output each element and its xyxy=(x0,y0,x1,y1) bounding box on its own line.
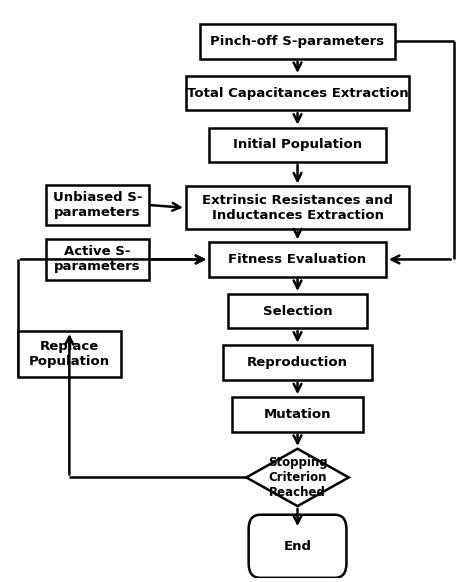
Text: Total Capacitances Extraction: Total Capacitances Extraction xyxy=(187,87,408,100)
Text: Fitness Evaluation: Fitness Evaluation xyxy=(228,253,366,266)
Text: Replace
Population: Replace Population xyxy=(29,340,110,368)
FancyBboxPatch shape xyxy=(228,294,367,328)
Text: Mutation: Mutation xyxy=(264,408,331,421)
Text: Reproduction: Reproduction xyxy=(247,356,348,369)
Text: Selection: Selection xyxy=(263,304,332,318)
Text: Stopping
Criterion
Reached: Stopping Criterion Reached xyxy=(268,456,328,499)
Polygon shape xyxy=(246,449,349,506)
FancyBboxPatch shape xyxy=(209,242,386,276)
Text: Unbiased S-
parameters: Unbiased S- parameters xyxy=(53,191,142,219)
FancyBboxPatch shape xyxy=(223,346,372,380)
FancyBboxPatch shape xyxy=(209,127,386,162)
Text: Pinch-off S-parameters: Pinch-off S-parameters xyxy=(210,35,384,48)
FancyBboxPatch shape xyxy=(249,514,346,578)
FancyBboxPatch shape xyxy=(186,186,409,229)
FancyBboxPatch shape xyxy=(46,185,148,225)
FancyBboxPatch shape xyxy=(232,397,363,431)
Text: Active S-
parameters: Active S- parameters xyxy=(54,246,141,274)
FancyBboxPatch shape xyxy=(200,24,395,59)
FancyBboxPatch shape xyxy=(186,76,409,111)
FancyBboxPatch shape xyxy=(46,239,148,279)
FancyBboxPatch shape xyxy=(18,331,120,377)
Text: Initial Population: Initial Population xyxy=(233,138,362,151)
Text: End: End xyxy=(283,540,311,553)
Text: Extrinsic Resistances and
Inductances Extraction: Extrinsic Resistances and Inductances Ex… xyxy=(202,194,393,222)
